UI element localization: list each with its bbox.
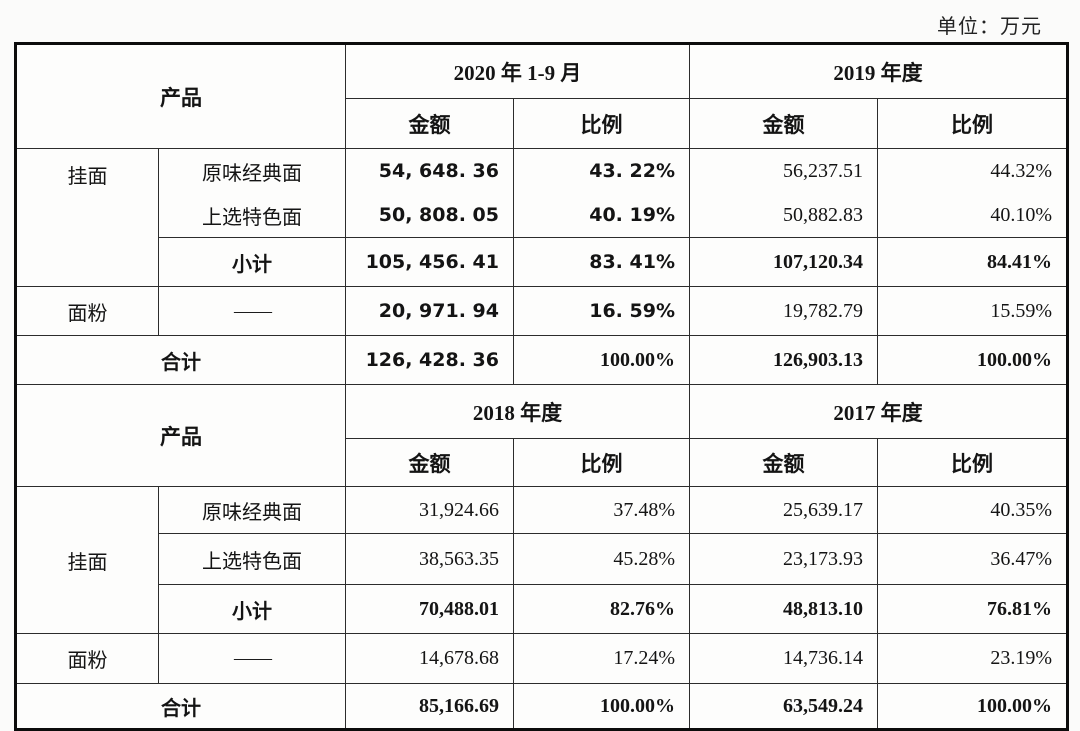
cell-2019-ratio-premium: 40.10% [877,193,1068,238]
cell-2017-ratio-premium: 36.47% [877,533,1068,585]
cell-2017-amount-premium: 23,173.93 [689,533,878,585]
cell-2020-ratio-total: 100.00% [513,335,690,385]
cell-flour-dash-bottom: —— [158,633,346,684]
row-label-premium-top: 上选特色面 [158,193,346,238]
cell-flour-dash-top: —— [158,286,346,336]
cell-2017-amount-subtotal: 48,813.10 [689,584,878,634]
cell-2020-ratio-subtotal: 83. 41% [513,237,690,287]
cell-2017-ratio-subtotal: 76.81% [877,584,1068,634]
revenue-by-product-table: 产品 2020 年 1-9 月 2019 年度 金额 比例 金额 比例 挂面 原… [14,42,1069,731]
row-label-original-bottom: 原味经典面 [158,486,346,534]
cell-2019-ratio-original: 44.32% [877,148,1068,194]
row-label-subtotal-top: 小计 [158,237,346,287]
header-amount-2019: 金额 [689,98,878,149]
row-label-total-top: 合计 [15,335,346,385]
cell-2019-ratio-subtotal: 84.41% [877,237,1068,287]
row-label-subtotal-bottom: 小计 [158,584,346,634]
cell-2019-amount-original: 56,237.51 [689,148,878,194]
cell-2018-ratio-total: 100.00% [513,683,690,730]
cell-2020-ratio-original: 43. 22% [513,148,690,194]
header-period-2020: 2020 年 1-9 月 [345,43,690,99]
cell-2017-amount-original: 25,639.17 [689,486,878,534]
cell-2018-amount-total: 85,166.69 [345,683,514,730]
cell-2017-amount-total: 63,549.24 [689,683,878,730]
cell-2019-amount-subtotal: 107,120.34 [689,237,878,287]
header-period-2017: 2017 年度 [689,384,1068,439]
header-amount-2020: 金额 [345,98,514,149]
cell-2018-ratio-premium: 45.28% [513,533,690,585]
row-label-noodles-bottom: 挂面 [15,486,159,634]
revenue-table-container: 产品 2020 年 1-9 月 2019 年度 金额 比例 金额 比例 挂面 原… [14,42,1069,731]
cell-2020-amount-total: 126, 428. 36 [345,335,514,385]
cell-2020-amount-original: 54, 648. 36 [345,148,514,194]
cell-2020-amount-flour: 20, 971. 94 [345,286,514,336]
cell-2020-amount-premium: 50, 808. 05 [345,193,514,238]
cell-2020-amount-subtotal: 105, 456. 41 [345,237,514,287]
cell-2020-ratio-premium: 40. 19% [513,193,690,238]
row-label-flour-bottom: 面粉 [15,633,159,684]
header-ratio-2018: 比例 [513,438,690,487]
cell-2017-ratio-total: 100.00% [877,683,1068,730]
cell-2018-amount-flour: 14,678.68 [345,633,514,684]
cell-2018-amount-original: 31,924.66 [345,486,514,534]
cell-2019-ratio-total: 100.00% [877,335,1068,385]
row-label-flour-top: 面粉 [15,286,159,336]
header-period-2019: 2019 年度 [689,43,1068,99]
cell-2020-ratio-flour: 16. 59% [513,286,690,336]
cell-2017-amount-flour: 14,736.14 [689,633,878,684]
cell-2017-ratio-original: 40.35% [877,486,1068,534]
cell-2018-ratio-original: 37.48% [513,486,690,534]
header-ratio-2020: 比例 [513,98,690,149]
cell-2019-ratio-flour: 15.59% [877,286,1068,336]
unit-label: 单位：万元 [937,16,1042,38]
cell-2019-amount-premium: 50,882.83 [689,193,878,238]
header-period-2018: 2018 年度 [345,384,690,439]
row-label-total-bottom: 合计 [15,683,346,730]
cell-2018-amount-premium: 38,563.35 [345,533,514,585]
header-ratio-2017: 比例 [877,438,1068,487]
header-amount-2017: 金额 [689,438,878,487]
row-label-noodles-top: 挂面 [15,148,159,287]
header-ratio-2019: 比例 [877,98,1068,149]
cell-2019-amount-flour: 19,782.79 [689,286,878,336]
cell-2018-amount-subtotal: 70,488.01 [345,584,514,634]
header-product-bottom: 产品 [15,384,346,487]
row-label-original-top: 原味经典面 [158,148,346,194]
cell-2019-amount-total: 126,903.13 [689,335,878,385]
header-amount-2018: 金额 [345,438,514,487]
row-label-premium-bottom: 上选特色面 [158,533,346,585]
cell-2017-ratio-flour: 23.19% [877,633,1068,684]
cell-2018-ratio-flour: 17.24% [513,633,690,684]
cell-2018-ratio-subtotal: 82.76% [513,584,690,634]
header-product-top: 产品 [15,43,346,149]
